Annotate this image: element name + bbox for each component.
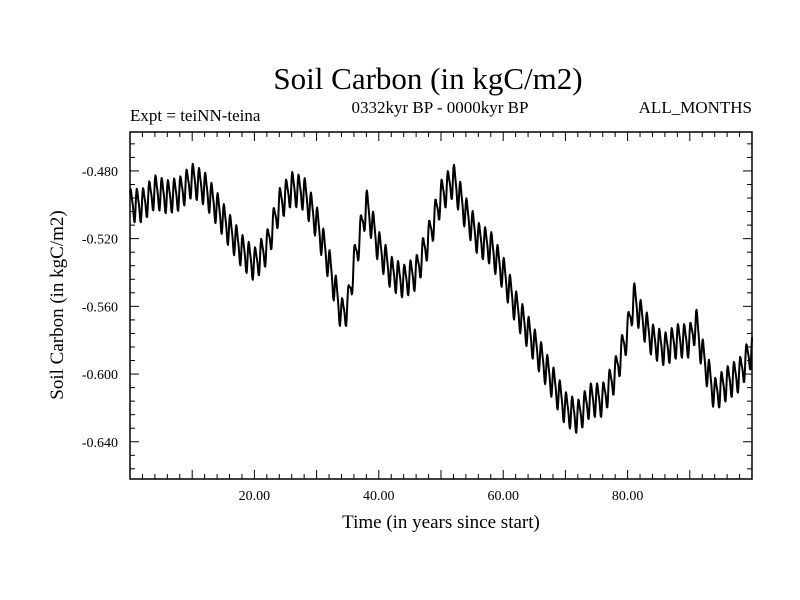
- experiment-label: Expt = teiNN-teina: [130, 106, 261, 125]
- y-tick-label: -0.520: [82, 233, 118, 248]
- x-tick-label: 60.00: [487, 489, 519, 504]
- y-tick-label: -0.640: [82, 436, 118, 451]
- time-range-label: 0332kyr BP - 0000kyr BP: [352, 98, 529, 117]
- y-tick-label: -0.480: [82, 165, 118, 180]
- x-tick-label: 20.00: [239, 489, 271, 504]
- axis-tick-labels: 20.00 40.00 60.00 80.00 -0.480 -0.520 -0.560 -0…: [82, 165, 644, 504]
- y-axis-label: Soil Carbon (in kgC/m2): [47, 210, 68, 399]
- x-tick-label: 40.00: [363, 489, 395, 504]
- months-label: ALL_MONTHS: [639, 98, 752, 117]
- x-axis-label: Time (in years since start): [342, 512, 540, 533]
- soil-carbon-series-line: [129, 162, 753, 434]
- x-tick-label: 80.00: [612, 489, 644, 504]
- chart-title: Soil Carbon (in kgC/m2): [273, 61, 582, 96]
- y-tick-label: -0.560: [82, 300, 118, 315]
- y-tick-label: -0.600: [82, 368, 118, 383]
- plot-frame: [129, 131, 753, 480]
